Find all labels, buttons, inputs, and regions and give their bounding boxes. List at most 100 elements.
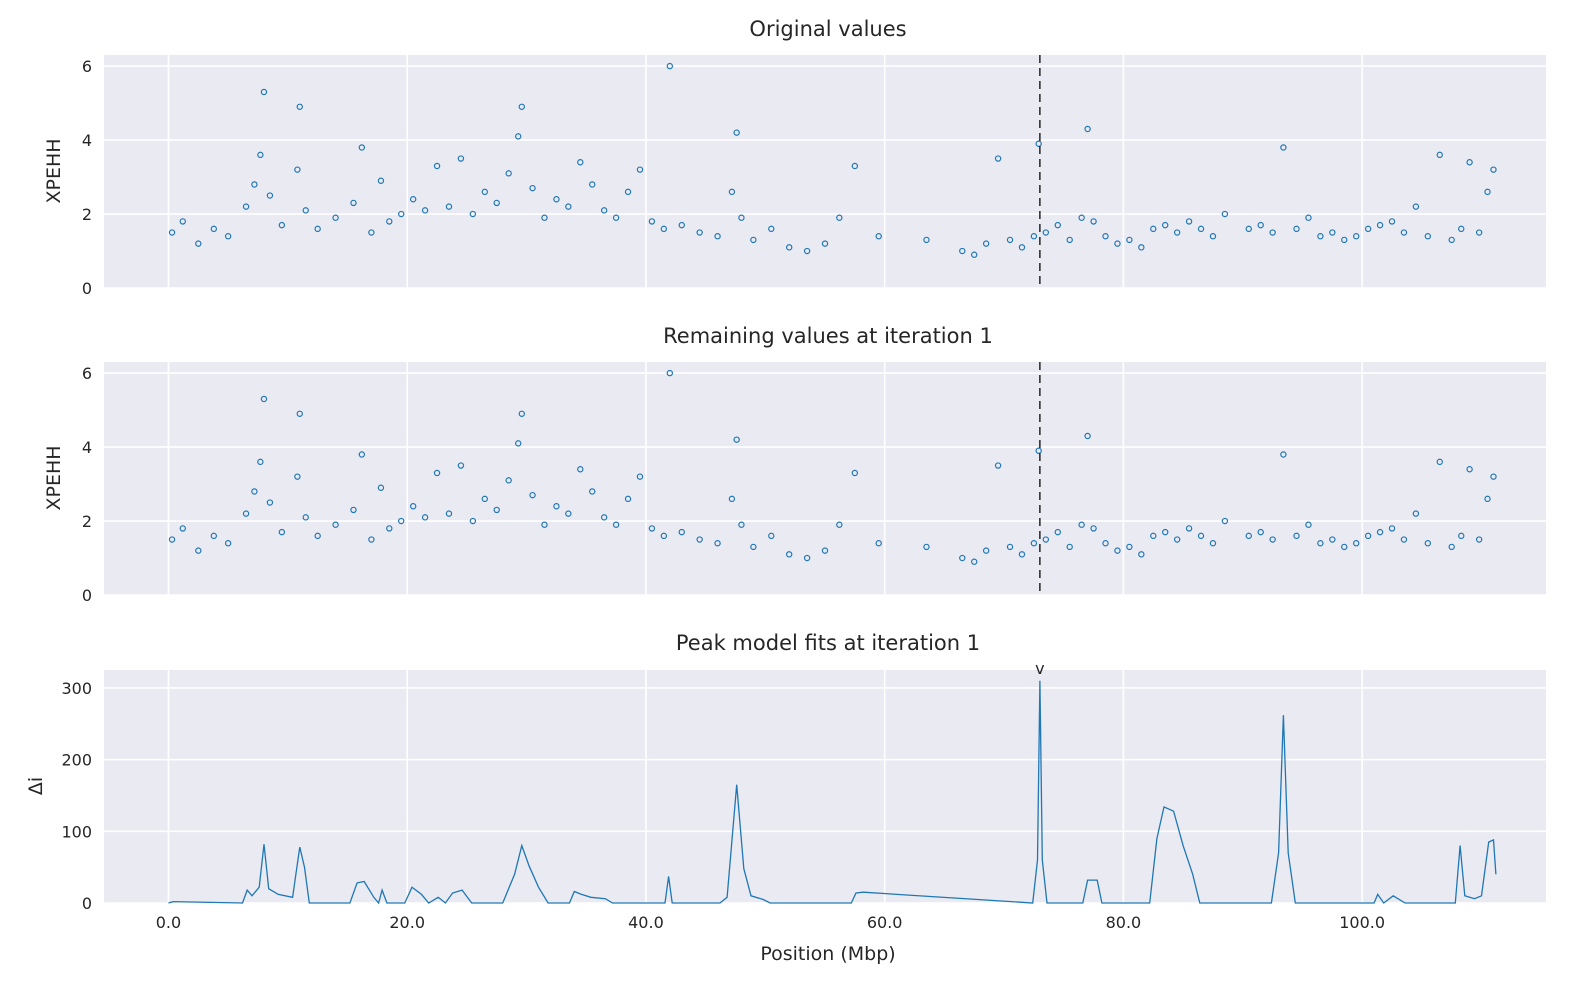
scatter-point bbox=[750, 543, 757, 551]
scatter-point bbox=[971, 558, 978, 565]
panel-3-title: Peak model fits at iteration 1 bbox=[676, 631, 980, 655]
scatter-point bbox=[1078, 521, 1085, 528]
scatter-point bbox=[1114, 547, 1121, 554]
scatter-point bbox=[678, 221, 685, 229]
scatter-point bbox=[350, 199, 357, 207]
scatter-point bbox=[1293, 225, 1300, 233]
scatter-point bbox=[1475, 229, 1483, 236]
scatter-point bbox=[1150, 532, 1157, 540]
scatter-point bbox=[923, 236, 930, 244]
scatter-point bbox=[1329, 229, 1336, 236]
scatter-point bbox=[728, 188, 736, 196]
scatter-point bbox=[803, 247, 811, 255]
scatter-point bbox=[1078, 214, 1085, 221]
scatter-point bbox=[660, 532, 668, 540]
x-tick-label: 20.0 bbox=[389, 913, 425, 932]
scatter-point bbox=[210, 225, 218, 233]
scatter-point bbox=[242, 510, 250, 517]
scatter-point bbox=[242, 203, 250, 210]
scatter-point bbox=[666, 369, 674, 377]
scatter-point bbox=[541, 214, 548, 221]
scatter-point bbox=[1197, 532, 1205, 540]
scatter-point bbox=[1173, 536, 1181, 543]
scatter-point bbox=[1269, 536, 1276, 543]
scatter-point bbox=[1400, 536, 1408, 543]
scatter-point bbox=[733, 129, 740, 136]
scatter-point bbox=[738, 214, 745, 221]
plot-area-3 bbox=[104, 670, 1546, 903]
y-tick-label: 4 bbox=[82, 438, 92, 457]
scatter-point bbox=[541, 521, 548, 528]
scatter-point bbox=[648, 525, 656, 532]
scatter-point bbox=[1341, 236, 1348, 244]
x-tick-label: 100.0 bbox=[1339, 913, 1385, 932]
peak-fit-line bbox=[168, 680, 1497, 905]
scatter-point bbox=[612, 214, 620, 221]
scatter-point bbox=[469, 517, 477, 525]
scatter-point bbox=[1102, 540, 1109, 547]
scatter-point bbox=[577, 466, 584, 473]
scatter-point bbox=[1126, 236, 1133, 244]
scatter-point bbox=[1257, 528, 1264, 536]
scatter-point bbox=[296, 103, 303, 110]
scatter-point bbox=[696, 229, 703, 236]
scatter-point bbox=[1317, 540, 1324, 547]
scatter-point bbox=[1257, 221, 1264, 229]
scatter-point bbox=[294, 473, 301, 480]
scatter-point bbox=[728, 495, 736, 503]
scatter-point bbox=[1353, 233, 1360, 240]
scatter-point bbox=[260, 88, 268, 96]
scatter-point bbox=[1197, 225, 1205, 233]
scatter-point bbox=[624, 188, 632, 196]
x-axis-label: Position (Mbp) bbox=[760, 943, 895, 965]
scatter-point bbox=[600, 207, 608, 214]
scatter-point bbox=[875, 233, 882, 240]
scatter-point bbox=[386, 218, 393, 225]
scatter-point bbox=[1090, 525, 1097, 532]
panel-2-title: Remaining values at iteration 1 bbox=[663, 324, 993, 348]
scatter-point bbox=[1035, 140, 1042, 147]
grid-1 bbox=[104, 55, 1546, 289]
scatter-point bbox=[1490, 166, 1497, 173]
scatter-point bbox=[377, 177, 385, 184]
scatter-point bbox=[994, 462, 1002, 469]
scatter-point bbox=[714, 233, 721, 240]
scatter-point bbox=[1412, 510, 1420, 517]
y-tick-label: 4 bbox=[82, 131, 92, 150]
scatter-point bbox=[257, 458, 264, 466]
x-tick-label: 80.0 bbox=[1106, 913, 1142, 932]
scatter-point bbox=[959, 247, 966, 255]
scatter-point bbox=[433, 469, 441, 477]
scatter-point bbox=[994, 155, 1002, 162]
scatter-point bbox=[1412, 203, 1420, 210]
grid-2 bbox=[104, 362, 1546, 596]
scatter-point bbox=[982, 547, 990, 554]
scatter-point bbox=[1353, 540, 1360, 547]
scatter-point bbox=[821, 240, 829, 247]
scatter-point bbox=[515, 133, 522, 140]
scatter-point bbox=[195, 240, 202, 247]
plot-area-2 bbox=[104, 362, 1546, 595]
scatter-point bbox=[377, 484, 385, 491]
scatter-point bbox=[1466, 159, 1473, 166]
scatter-point bbox=[1245, 532, 1252, 540]
scatter-point bbox=[1280, 144, 1287, 151]
scatter-point bbox=[1221, 210, 1229, 218]
scatter-point bbox=[785, 244, 793, 251]
scatter-point bbox=[1466, 466, 1473, 473]
scatter-point bbox=[1364, 225, 1372, 233]
scatter-point bbox=[1006, 236, 1014, 244]
scatter-point bbox=[314, 532, 321, 540]
scatter-point bbox=[1269, 229, 1276, 236]
scatter-point bbox=[515, 440, 522, 447]
x-tick-label: 0.0 bbox=[156, 913, 181, 932]
scatter-point bbox=[1209, 233, 1217, 240]
scatter-point bbox=[803, 554, 811, 562]
scatter-point bbox=[481, 495, 488, 503]
scatter-point bbox=[982, 240, 990, 247]
scatter-point bbox=[1042, 536, 1050, 543]
scatter-point bbox=[624, 495, 632, 503]
scatter-point bbox=[210, 532, 218, 540]
scatter-point bbox=[493, 199, 500, 207]
